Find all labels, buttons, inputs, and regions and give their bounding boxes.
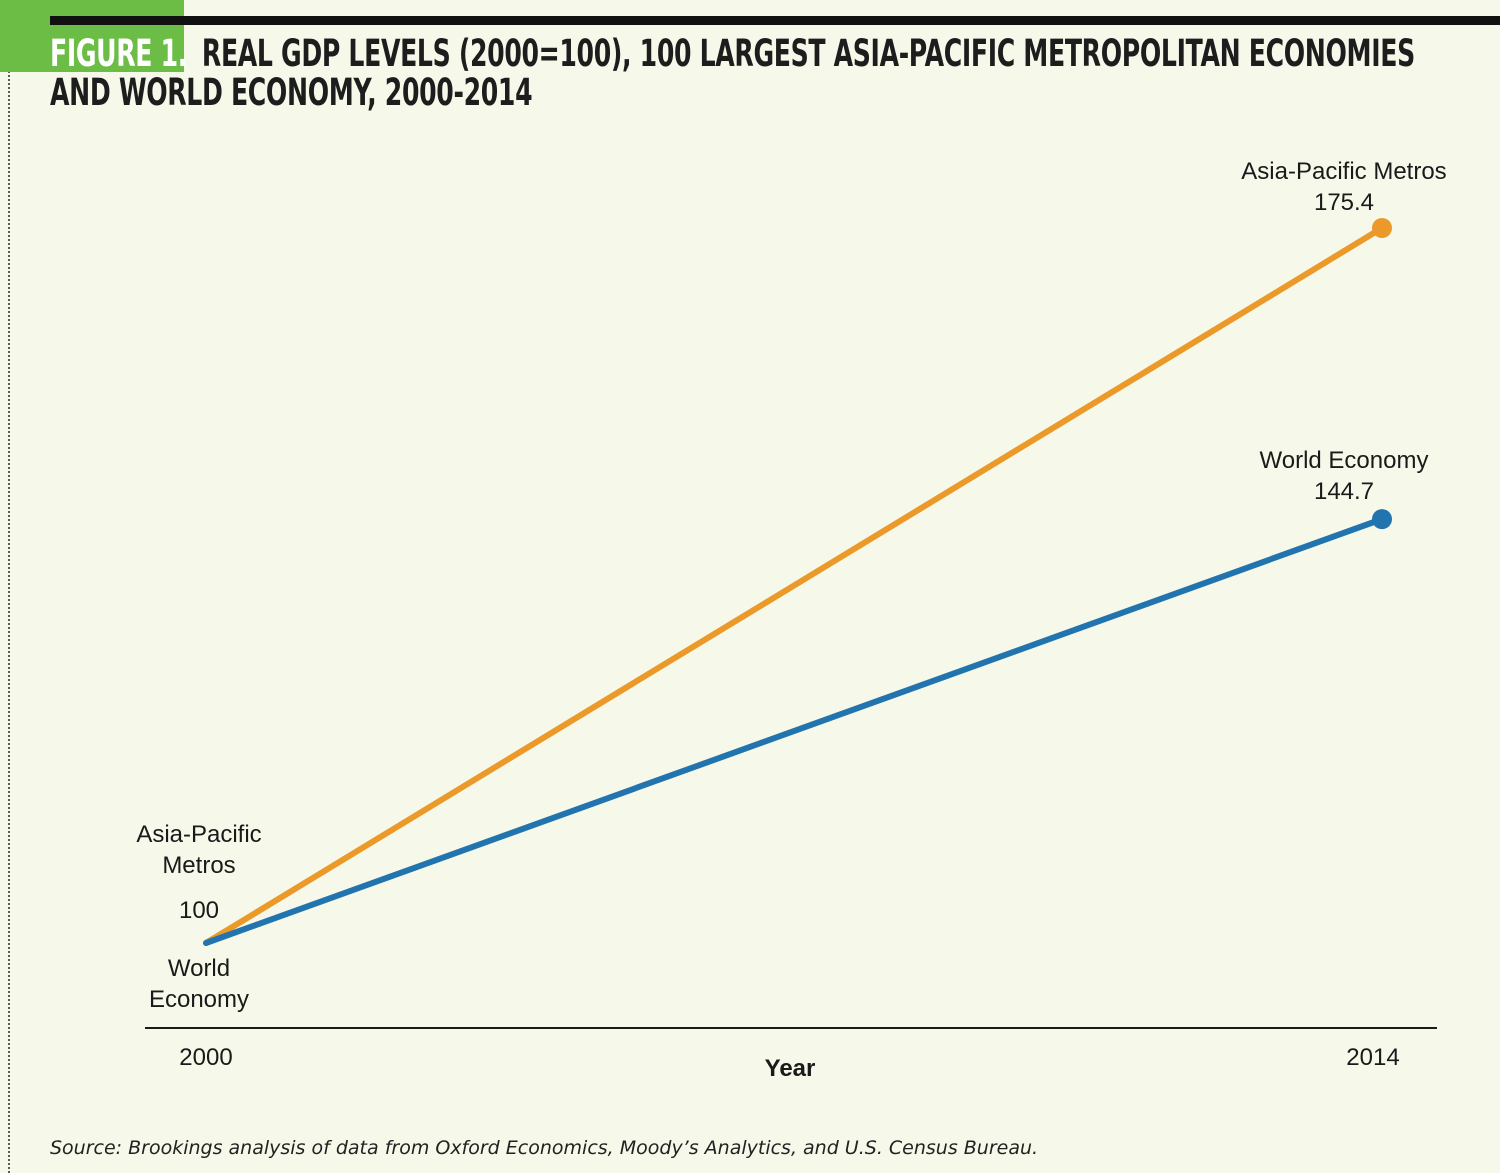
asia-pacific-metros-end-point xyxy=(1372,218,1392,238)
x-axis-title: Year xyxy=(765,1055,816,1082)
world-economy-line xyxy=(203,516,1385,946)
source-note: Source: Brookings analysis of data from … xyxy=(50,1137,1039,1159)
asia-pacific-end-label: Asia-Pacific Metros xyxy=(1241,158,1446,185)
world-economy-end-point xyxy=(1372,509,1392,530)
start-label-asia-line1: Asia-Pacific xyxy=(136,821,261,848)
x-tick-label-2000: 2000 xyxy=(179,1044,232,1071)
start-value-label: 100 xyxy=(179,897,219,924)
series-points xyxy=(1372,218,1392,530)
world-economy-end-value: 144.7 xyxy=(1314,478,1374,505)
top-rule xyxy=(50,16,1500,25)
world-economy-end-label: World Economy xyxy=(1260,447,1429,474)
start-label-world-line2: Economy xyxy=(149,986,249,1013)
figure-title-text: REAL GDP LEVELS (2000=100), 100 LARGEST … xyxy=(50,32,1415,114)
figure-accent-tab xyxy=(0,0,184,72)
start-label-world-line1: World xyxy=(168,955,230,982)
asia-pacific-end-value: 175.4 xyxy=(1314,189,1374,216)
x-tick-label-2014: 2014 xyxy=(1346,1044,1399,1071)
asia-pacific-metros-line xyxy=(203,225,1385,946)
figure-label: FIGURE 1. xyxy=(50,32,187,75)
dotted-margin-rule xyxy=(8,0,10,1173)
series-lines xyxy=(203,225,1385,946)
figure-title: FIGURE 1. REAL GDP LEVELS (2000=100), 100… xyxy=(50,32,1415,112)
start-label-asia-line2: Metros xyxy=(162,852,235,879)
